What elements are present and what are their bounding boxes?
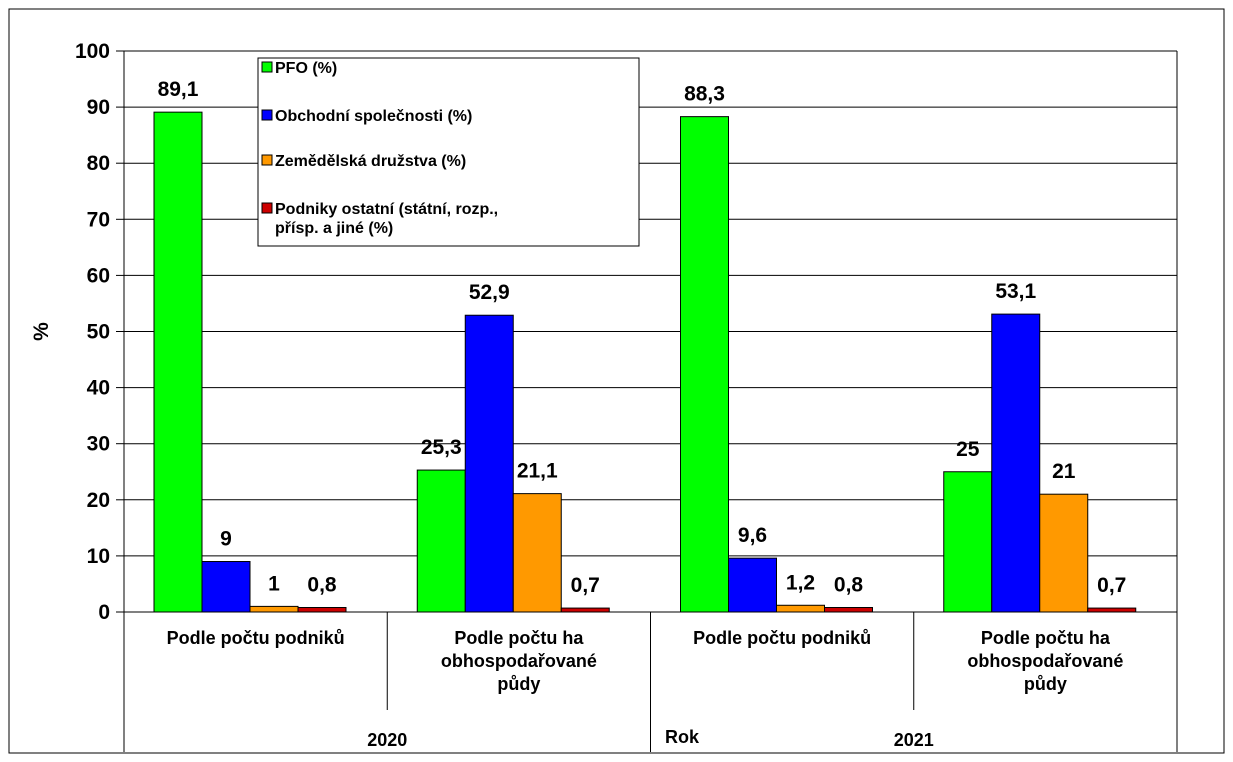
category-label: obhospodařované [441,651,597,671]
legend-label: Podniky ostatní (státní, rozp., [275,201,498,218]
y-tick-label: 70 [87,208,110,231]
data-label: 1 [268,572,280,595]
category-label: Podle počtu podniků [693,628,871,648]
category-label: Podle počtu podniků [167,628,345,648]
data-labels: 89,1 25,3 88,3 25 9 52,9 9,6 53,1 1 21,1 1,2 21 0,8 0… [158,78,1127,597]
data-label: 25,3 [421,436,462,459]
data-label: 88,3 [684,83,725,106]
bar [824,607,873,613]
category-label: Podle počtu ha [981,628,1111,648]
data-label: 52,9 [469,281,510,304]
bar [153,111,203,613]
x-axis-label: Rok [665,727,700,747]
bar [1039,493,1089,613]
group-label: 2020 [367,730,407,750]
legend: PFO (%) Obchodní společnosti (%) Zemědělsk… [257,57,640,247]
y-tick-label: 90 [87,96,110,119]
y-tick-label: 100 [75,40,110,63]
bar [680,116,729,613]
category-label: půdy [1024,674,1067,694]
data-label: 0,7 [571,574,600,597]
bar [728,557,777,613]
legend-swatch [261,154,273,166]
bar [201,561,251,613]
legend-label: přísp. a jiné (%) [275,220,393,237]
y-tick-label: 30 [87,433,110,456]
bar [943,471,993,613]
bar [560,607,610,613]
legend-swatch [261,61,273,73]
bar [991,313,1041,613]
bar [512,493,562,613]
y-axis-label: % [30,322,53,341]
data-label: 25 [956,438,980,461]
data-label: 0,7 [1097,574,1126,597]
data-label: 9,6 [738,524,767,547]
bar [416,469,466,613]
y-tick-label: 80 [87,152,110,175]
legend-label: Zemědělská družstva (%) [275,153,466,170]
y-tick-label: 60 [87,264,110,287]
category-label: půdy [497,674,540,694]
bar [776,604,825,613]
data-label: 9 [220,528,232,551]
group-label: 2021 [894,730,934,750]
y-tick-label: 50 [87,321,110,344]
bar [249,605,299,613]
category-label: obhospodařované [967,651,1123,671]
bar [1087,607,1137,613]
legend-box [257,57,640,247]
category-axis: Podle počtu podniků Podle počtu ha obhospo… [123,612,1178,752]
y-tick-label: 20 [87,489,110,512]
legend-label: Obchodní společnosti (%) [275,108,472,125]
data-label: 53,1 [995,280,1036,303]
legend-label: PFO (%) [275,60,337,77]
data-label: 0,8 [834,574,864,597]
bar [297,607,347,613]
category-label: Podle počtu ha [454,628,584,648]
y-tick-label: 40 [87,377,110,400]
y-tick-label: 0 [98,601,110,624]
data-label: 21 [1052,460,1076,483]
data-label: 89,1 [158,78,199,101]
data-label: 0,8 [307,574,337,597]
data-label: 21,1 [517,460,558,483]
legend-swatch [261,202,273,214]
legend-swatch [261,109,273,121]
data-label: 1,2 [786,571,815,594]
y-tick-label: 10 [87,545,110,568]
bar [464,314,514,613]
